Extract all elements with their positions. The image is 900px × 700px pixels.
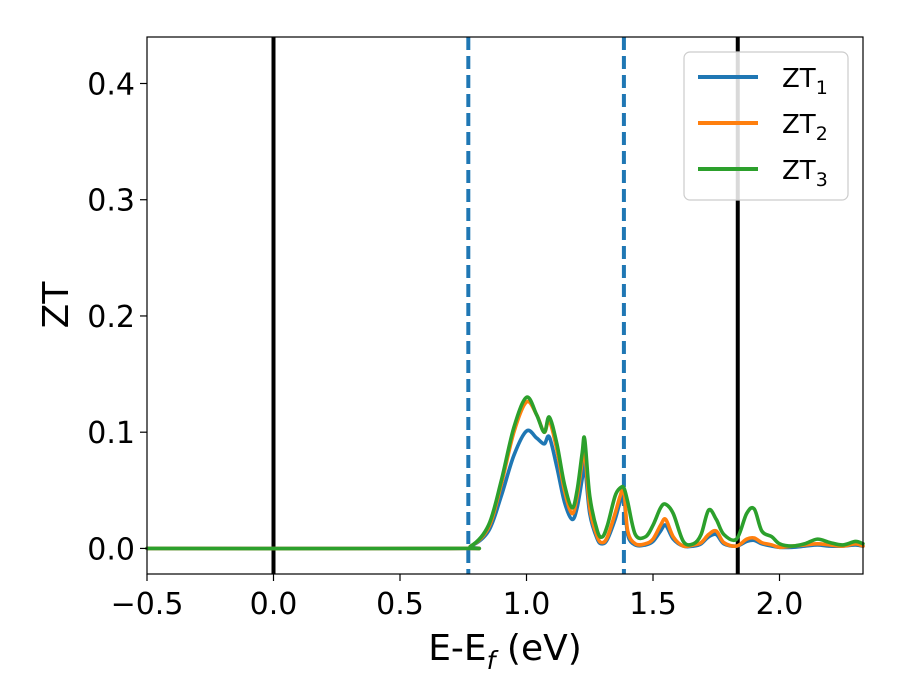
x-tick-label: −0.5: [111, 587, 184, 622]
legend: ZT1 ZT2 ZT3: [683, 51, 849, 201]
series-line-3: [145, 395, 865, 551]
legend-box: [683, 51, 849, 201]
y-tick-label: 0.3: [87, 184, 135, 219]
legend-label-2: ZT2: [782, 110, 828, 145]
y-axis-ticks: 0.0 0.1 0.2 0.3 0.4: [87, 67, 147, 567]
x-tick-label: 1.5: [629, 587, 677, 622]
y-tick-label: 0.2: [87, 300, 135, 335]
y-tick-label: 0.4: [87, 67, 135, 102]
x-tick-label: 1.0: [503, 587, 551, 622]
x-axis-ticks: −0.5 0.0 0.5 1.0 1.5 2.0: [111, 574, 804, 622]
y-tick-label: 0.0: [87, 532, 135, 567]
y-axis-label: ZT: [36, 281, 77, 329]
x-tick-label: 0.5: [376, 587, 424, 622]
series-lines: [145, 395, 865, 551]
plot-frame: [146, 36, 864, 575]
legend-label-1: ZT1: [782, 64, 828, 99]
x-axis-label: E-Ef (eV): [428, 628, 582, 675]
legend-label-3: ZT3: [782, 156, 828, 191]
x-tick-label: 0.0: [250, 587, 298, 622]
x-tick-label: 2.0: [756, 587, 804, 622]
y-tick-label: 0.1: [87, 416, 135, 451]
